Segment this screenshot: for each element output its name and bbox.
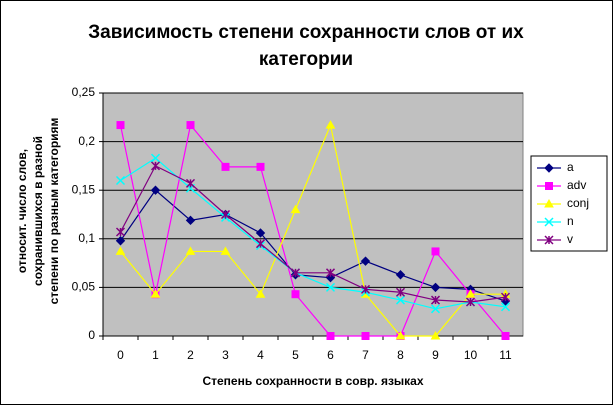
x-tick-label: 6 [327,348,334,362]
marker [395,270,406,280]
x-tick-label: 9 [432,348,439,362]
marker [544,235,554,245]
y-tick-label: 0,25 [72,85,96,99]
chart-title: Зависимость степени сохранности слов от … [88,22,524,70]
series-line [119,165,506,303]
marker [544,163,554,173]
marker [220,209,231,220]
marker [220,246,231,255]
legend-label: v [567,232,573,246]
marker [115,227,126,237]
marker [115,175,126,186]
x-tick-label: 1 [152,348,159,362]
marker [465,289,476,298]
marker [150,185,161,195]
x-tick-label: 0 [117,348,124,362]
marker [545,182,553,190]
marker [544,217,554,227]
marker [291,290,300,299]
y-tick-label: 0,1 [78,231,95,245]
marker [431,247,440,256]
x-axis-label: Степень сохранности в совр. языках [202,374,423,388]
marker [185,178,196,188]
marker [116,121,125,130]
y-axis-label: степени по разным категориям [47,117,61,304]
marker [325,282,336,292]
x-tick-label: 10 [464,348,478,362]
marker [290,204,301,214]
y-tick-label: 0 [88,328,95,342]
x-tick-label: 7 [362,348,369,362]
marker [115,236,126,246]
marker [255,289,266,298]
marker [150,153,161,163]
marker [360,284,371,294]
marker [465,297,476,307]
marker [221,162,230,171]
marker [326,332,335,340]
y-tick-label: 0,2 [78,134,95,148]
x-tick-label: 5 [292,348,299,362]
series-line [120,157,506,310]
legend-label: adv [567,178,586,192]
x-tick-label: 2 [187,348,194,362]
x-tick-label: 4 [257,348,264,362]
marker [430,295,441,305]
series-line [120,189,506,302]
y-tick-label: 0,05 [72,280,96,294]
y-axis-label: сохранившихся в разной [31,136,45,286]
marker [255,228,266,238]
marker [256,162,265,171]
marker [115,246,126,255]
marker [290,268,301,278]
marker [150,161,161,171]
y-tick-label: 0,15 [72,182,96,196]
series-line [119,123,506,337]
legend-label: a [567,160,574,174]
marker [325,120,336,129]
marker [395,330,406,340]
marker [500,302,511,312]
marker [185,215,196,226]
marker [325,268,336,278]
marker [186,121,195,130]
x-tick-label: 8 [397,348,404,362]
marker [361,332,370,340]
marker [150,289,161,298]
legend-label: conj [567,196,589,210]
marker [430,304,441,314]
marker [500,292,511,302]
marker [360,256,371,266]
marker [430,330,441,340]
x-tick-label: 3 [222,348,229,362]
marker [430,282,441,293]
x-tick-label: 11 [499,348,512,362]
marker [544,198,554,208]
marker [395,287,406,297]
marker [185,246,196,255]
y-axis-label: относит. число слов, [15,149,29,273]
series-line [120,123,506,337]
legend-label: n [567,214,574,228]
marker [395,295,406,305]
marker [501,332,510,340]
plot-area [102,92,524,337]
marker [255,239,266,249]
